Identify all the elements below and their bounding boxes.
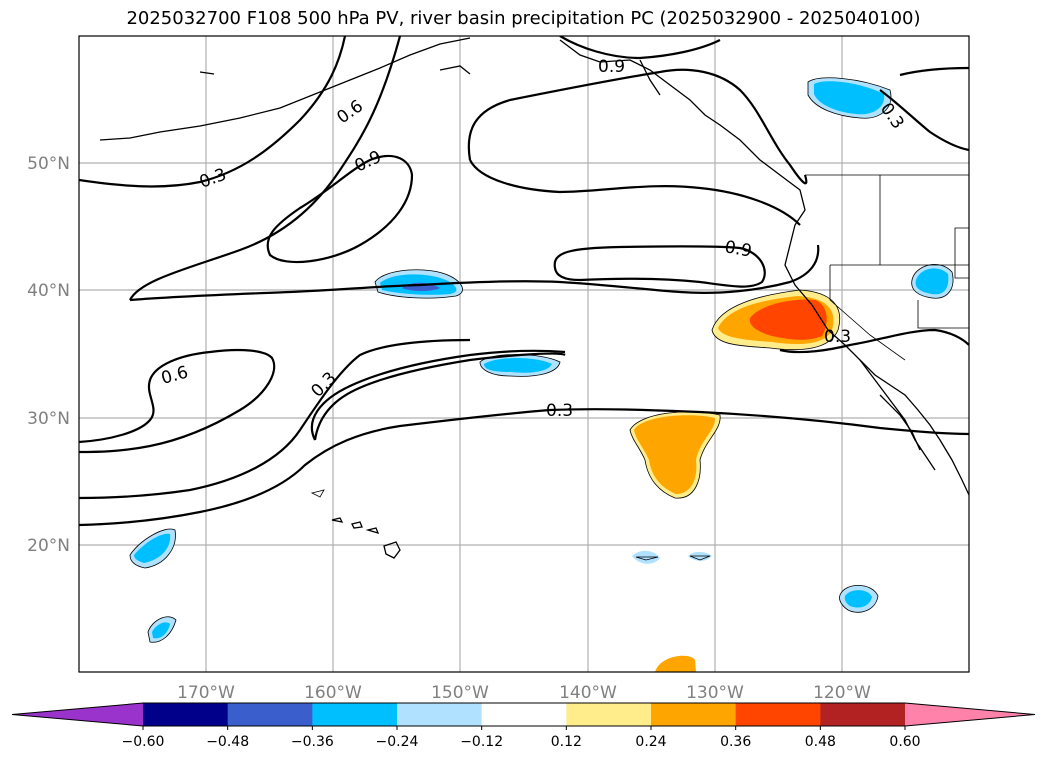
contour-label: 0.9 — [352, 147, 385, 177]
contour-label: 0.9 — [598, 57, 625, 77]
colorbar-tick-label: −0.48 — [206, 734, 249, 750]
colorbar-tick-label: 0.48 — [805, 734, 836, 750]
colorbar-tick-label: −0.60 — [122, 734, 165, 750]
colorbar-tick-label: −0.36 — [291, 734, 334, 750]
colorbar-tick-label: 0.36 — [720, 734, 751, 750]
lat-label: 30°N — [27, 409, 70, 429]
colorbar-segment — [481, 703, 567, 726]
colorbar-segment — [820, 703, 906, 726]
map-panel: 0.9 0.6 0.3 0.9 0.3 0.9 0.3 0.6 0.3 0.3 — [79, 36, 969, 672]
colorbar-segment — [397, 703, 483, 726]
lat-label: 20°N — [27, 536, 70, 556]
contour-label: 0.6 — [159, 363, 190, 389]
colorbar-segment — [227, 703, 313, 726]
contour-label: 0.3 — [824, 327, 851, 347]
lat-label: 40°N — [27, 281, 70, 301]
colorbar-tick-label: 0.24 — [635, 734, 666, 750]
coastlines — [99, 37, 969, 559]
lon-label: 130°W — [686, 683, 744, 703]
contour-label: 0.6 — [333, 96, 367, 128]
colorbar-segment — [651, 703, 737, 726]
precipitation-shading — [130, 77, 954, 672]
colorbar: −0.60 −0.48 −0.36 −0.24 −0.12 0.12 0.24 0.36 0.4… — [11, 702, 1036, 750]
map-title: 2025032700 F108 500 hPa PV, river basin … — [126, 8, 921, 29]
state-borders — [805, 174, 969, 361]
colorbar-tick-label: 0.60 — [889, 734, 920, 750]
colorbar-extend-high — [905, 703, 1035, 726]
contour-label: 0.3 — [546, 401, 573, 421]
colorbar-segment — [566, 703, 652, 726]
pv-contours — [79, 36, 969, 527]
colorbar-extend-low — [12, 703, 143, 726]
lon-label: 160°W — [304, 683, 362, 703]
lon-label: 120°W — [813, 683, 871, 703]
contour-label: 0.3 — [197, 165, 229, 193]
map-frame — [78, 35, 970, 673]
colorbar-tick-label: 0.12 — [551, 734, 582, 750]
colorbar-segment — [143, 703, 229, 726]
colorbar-segment — [312, 703, 398, 726]
contour-label: 0.3 — [307, 368, 340, 401]
lon-label: 170°W — [177, 683, 235, 703]
lon-label: 140°W — [559, 683, 617, 703]
longitude-labels: 170°W 160°W 150°W 140°W 130°W 120°W — [177, 683, 871, 703]
shading-outlines — [129, 77, 954, 643]
colorbar-tick-label: −0.24 — [376, 734, 419, 750]
colorbar-segment — [735, 703, 821, 726]
lat-label: 50°N — [27, 154, 70, 174]
contour-label: 0.9 — [723, 237, 753, 261]
latitude-labels: 50°N 40°N 30°N 20°N — [27, 154, 70, 556]
colorbar-tick-label: −0.12 — [460, 734, 503, 750]
lon-label: 150°W — [431, 683, 489, 703]
